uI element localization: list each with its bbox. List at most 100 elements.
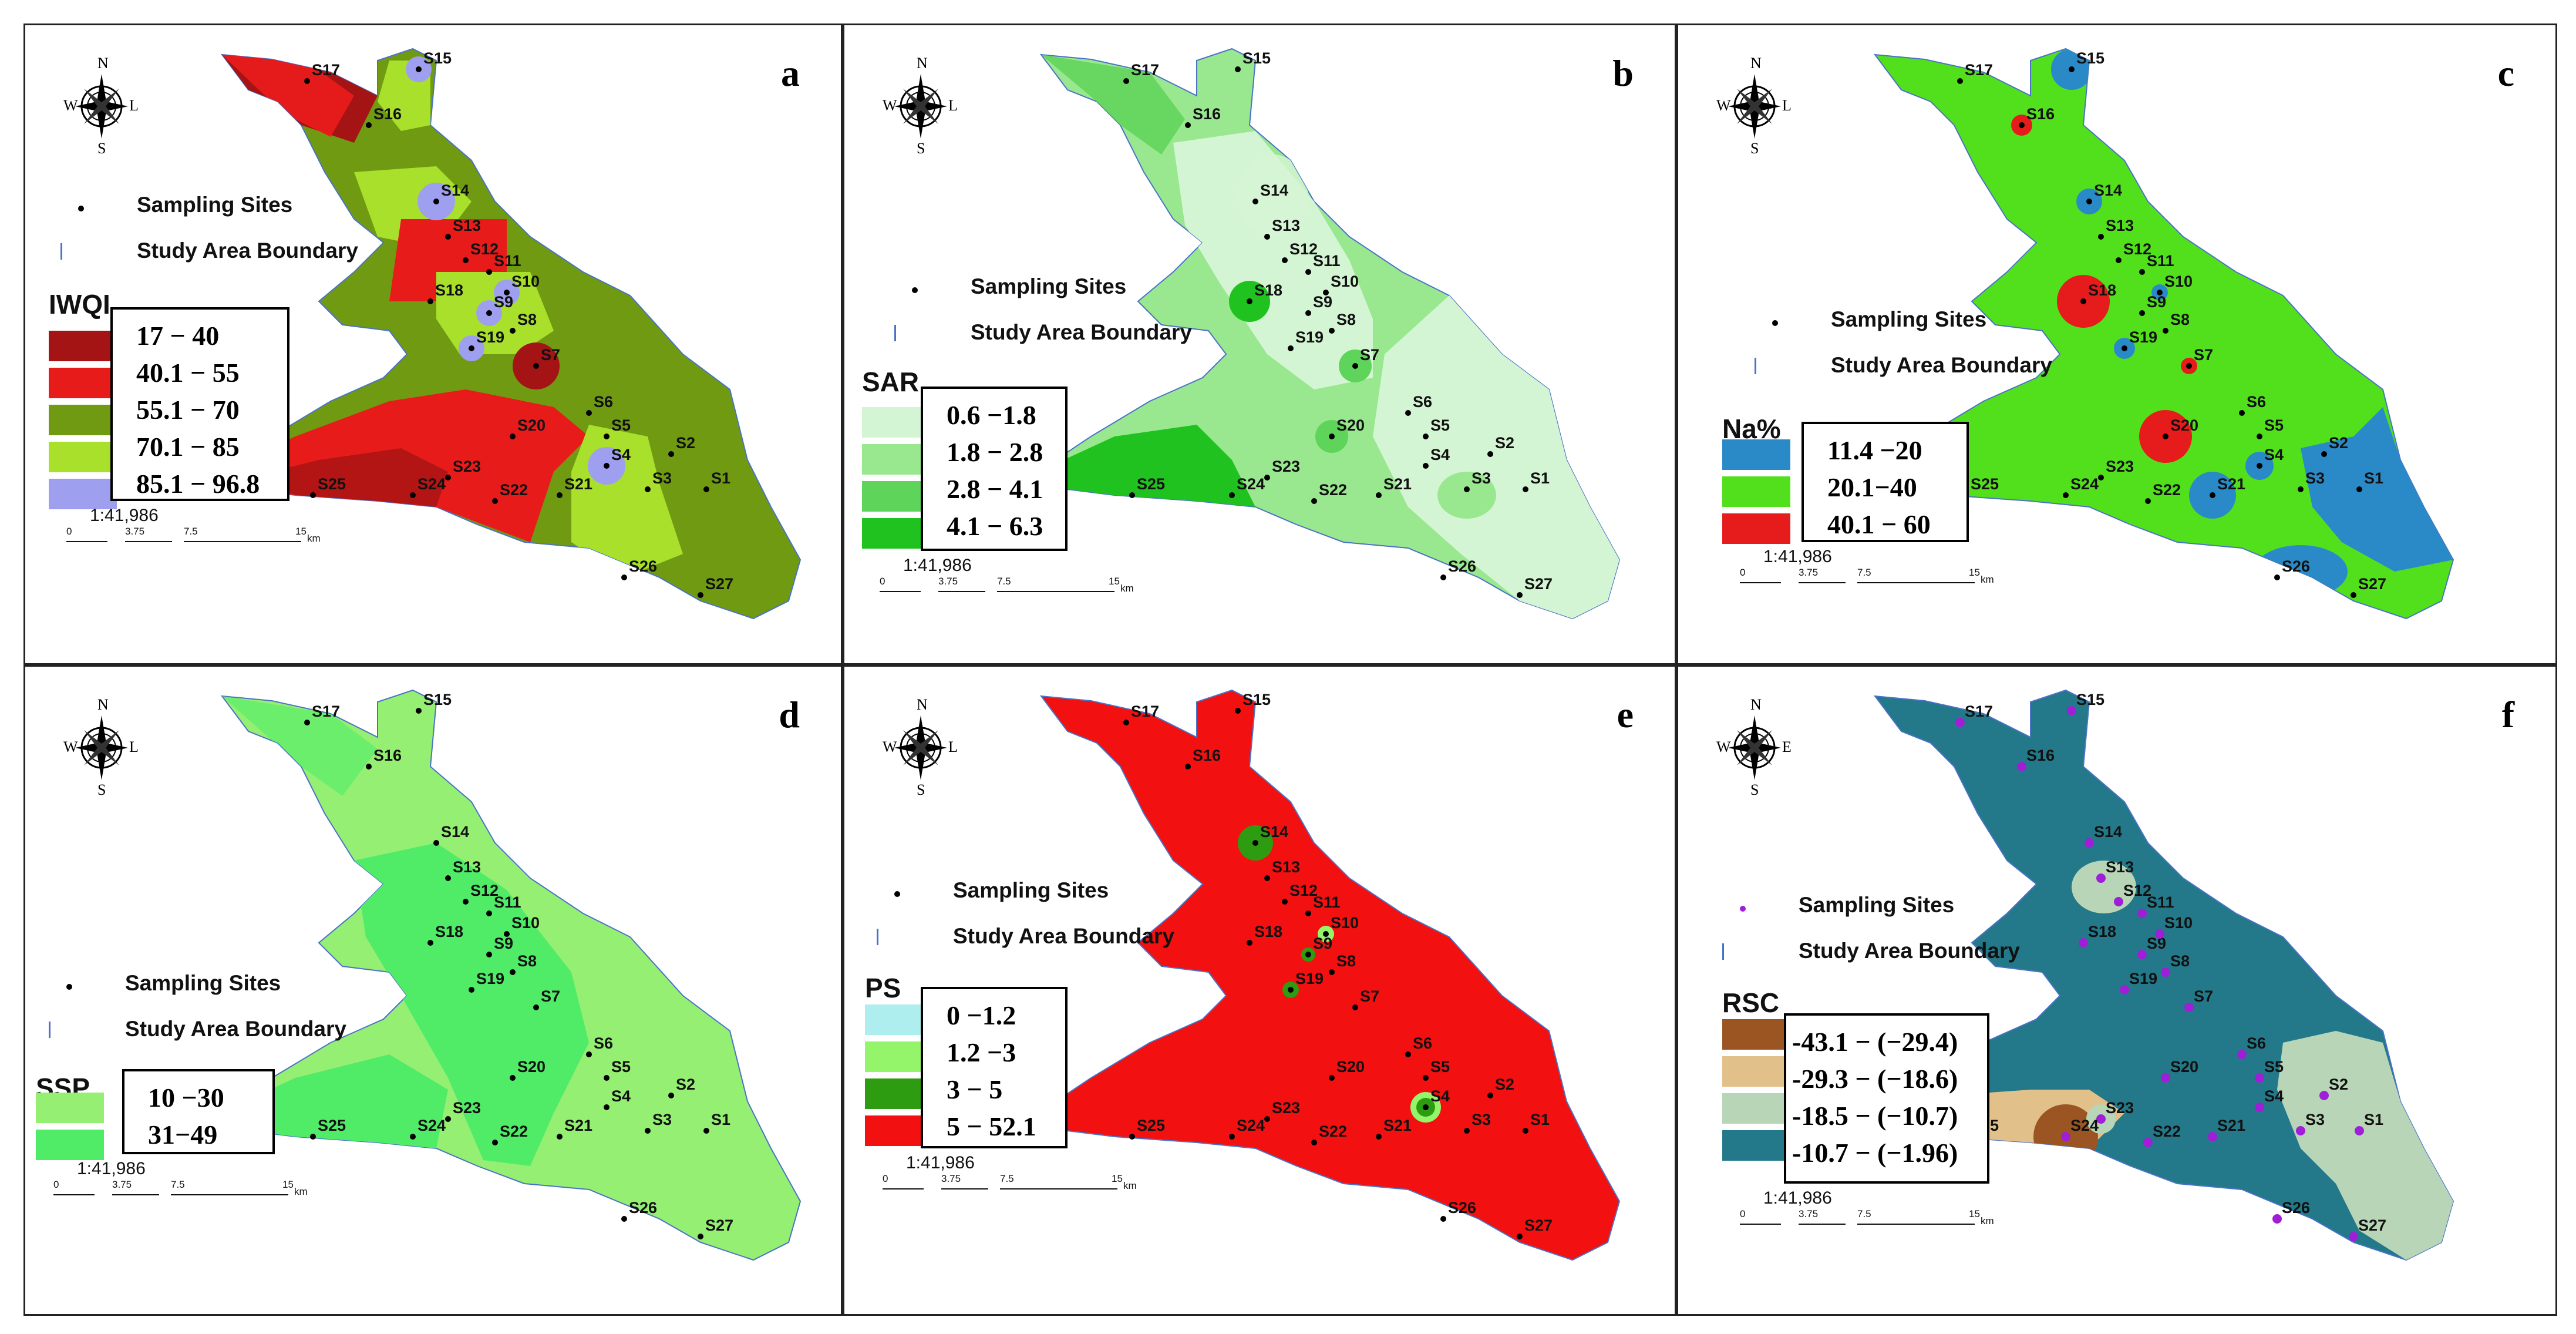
- svg-text:S13: S13: [1272, 858, 1300, 876]
- map-panel-a: S1 S2 S3 S4 S5 S6 S7 S8 S9 S10: [23, 23, 843, 665]
- site-symbol-icon: [894, 891, 900, 897]
- legend-swatch: [1722, 476, 1790, 507]
- legend-swatch: [1722, 1019, 1790, 1050]
- sampling-site: S23: [2098, 458, 2134, 480]
- sampling-site: S27: [698, 575, 733, 598]
- svg-text:S9: S9: [494, 935, 513, 952]
- legend-index-title: PS: [865, 973, 901, 1003]
- svg-text:S27: S27: [2358, 575, 2386, 593]
- legend-class-label: 2.8 − 4.1: [947, 474, 1043, 504]
- sampling-site: S14: [1252, 182, 1288, 204]
- svg-text:S14: S14: [1260, 823, 1288, 841]
- svg-text:S5: S5: [2264, 1058, 2284, 1076]
- sampling-site: S4: [604, 1087, 631, 1110]
- svg-text:S6: S6: [2247, 393, 2266, 411]
- legend-swatch: [49, 331, 117, 361]
- legend-swatch: [862, 518, 930, 549]
- svg-text:S19: S19: [1295, 328, 1324, 346]
- sampling-site: S21: [557, 475, 592, 498]
- svg-text:S19: S19: [2129, 328, 2157, 346]
- sampling-site: S5: [1423, 1058, 1450, 1081]
- svg-text:S8: S8: [2170, 311, 2190, 328]
- sampling-site: S24: [1229, 475, 1265, 498]
- sampling-site: S8: [1329, 952, 1356, 975]
- legend-class-label: 1.2 −3: [947, 1037, 1016, 1067]
- svg-text:S24: S24: [1237, 1117, 1265, 1134]
- sampling-site: S23: [445, 458, 481, 480]
- svg-text:S2: S2: [676, 1076, 695, 1093]
- legend-swatch: [49, 368, 117, 398]
- svg-text:S19: S19: [476, 328, 504, 346]
- site-symbol-icon: [78, 206, 84, 211]
- svg-text:S11: S11: [1313, 252, 1341, 270]
- sampling-site: S20: [510, 1058, 545, 1081]
- legend-swatch: [36, 1130, 104, 1160]
- svg-text:S9: S9: [2147, 293, 2166, 311]
- legend-index-title: RSC: [1722, 987, 1780, 1018]
- sampling-site: S9: [486, 293, 513, 316]
- svg-text:S27: S27: [1524, 1217, 1553, 1234]
- svg-text:S27: S27: [705, 1217, 733, 1234]
- svg-text:S13: S13: [1272, 217, 1300, 234]
- sampling-site: S10: [1323, 914, 1359, 937]
- sampling-site: S13: [1264, 217, 1300, 240]
- sampling-site: S10: [504, 914, 540, 937]
- sampling-site: S1: [1523, 1111, 1550, 1134]
- sampling-site: S25: [1129, 475, 1165, 498]
- svg-text:S17: S17: [312, 703, 340, 720]
- sampling-site: S1: [2356, 469, 2383, 492]
- svg-text:S26: S26: [629, 1199, 657, 1217]
- svg-text:S21: S21: [564, 475, 592, 493]
- svg-text:S22: S22: [500, 1123, 528, 1140]
- sampling-site: S22: [492, 1123, 528, 1145]
- svg-text:S25: S25: [318, 475, 346, 493]
- legend-sampling-sites: Sampling Sites: [1831, 307, 1987, 331]
- legend-class-label: 85.1 − 96.8: [136, 469, 260, 499]
- legend-sampling-sites: Sampling Sites: [137, 193, 293, 217]
- sampling-site: S1: [1523, 469, 1550, 492]
- sampling-site: S9: [486, 935, 513, 957]
- sampling-site: S17: [304, 703, 340, 725]
- svg-text:S22: S22: [1319, 1123, 1347, 1140]
- legend-class-box: 0.6 −1.8 1.8 − 2.8 2.8 − 4.1 4.1 − 6.3: [921, 387, 1068, 551]
- panel-letter: c: [2497, 52, 2514, 94]
- map-panel-b: S1 S2 S3 S4 S5 S6 S7 S8 S9 S10: [843, 23, 1676, 665]
- scale-ratio: 1:41,986: [77, 1159, 146, 1178]
- svg-text:S18: S18: [2088, 281, 2116, 299]
- north-arrow-icon: N S W L: [63, 696, 139, 798]
- legend-class-box: 11.4 −20 20.1−40 40.1 − 60: [1801, 422, 1969, 542]
- sampling-site: S12: [463, 240, 499, 263]
- panel-letter: a: [781, 52, 800, 94]
- legend-class-label: -43.1 − (−29.4): [1792, 1027, 1958, 1057]
- boundary-symbol-icon: [49, 1021, 92, 1038]
- sampling-site: S15: [416, 49, 452, 72]
- svg-text:S15: S15: [2076, 49, 2104, 67]
- legend-class-box: 10 −30 31−49: [122, 1069, 275, 1154]
- svg-text:S16: S16: [373, 747, 402, 764]
- svg-text:S4: S4: [611, 1087, 631, 1105]
- site-symbol-icon: [1740, 906, 1746, 912]
- study-area-map: S1 S2 S3 S4 S5 S6 S7 S8 S9 S10: [1037, 48, 1621, 620]
- svg-text:S16: S16: [373, 105, 402, 123]
- svg-text:S24: S24: [2070, 475, 2099, 493]
- sampling-site: S1: [2355, 1111, 2383, 1135]
- sampling-site: S23: [445, 1099, 481, 1122]
- svg-text:S17: S17: [1965, 703, 1993, 720]
- sampling-site: S9: [2137, 935, 2166, 959]
- sampling-site: S13: [2096, 858, 2134, 883]
- sampling-site: S22: [1311, 481, 1347, 504]
- svg-text:S4: S4: [2264, 446, 2284, 463]
- sampling-site: S6: [1405, 393, 1432, 416]
- sampling-site: S3: [2296, 1111, 2325, 1135]
- sampling-site: S22: [1311, 1123, 1347, 1145]
- scale-ratio: 1:41,986: [903, 556, 972, 575]
- sampling-site: S18: [2080, 281, 2116, 304]
- svg-text:S15: S15: [2076, 691, 2104, 708]
- svg-text:S11: S11: [494, 893, 521, 911]
- svg-text:S6: S6: [594, 1034, 613, 1052]
- svg-text:S10: S10: [1331, 273, 1359, 290]
- map-panel-f: S1 S2 S3 S4 S5 S6 S7 S8 S9 S10: [1676, 665, 2557, 1316]
- sampling-site: S19: [2120, 970, 2157, 994]
- svg-text:S10: S10: [511, 914, 540, 932]
- svg-text:S4: S4: [1430, 1087, 1450, 1105]
